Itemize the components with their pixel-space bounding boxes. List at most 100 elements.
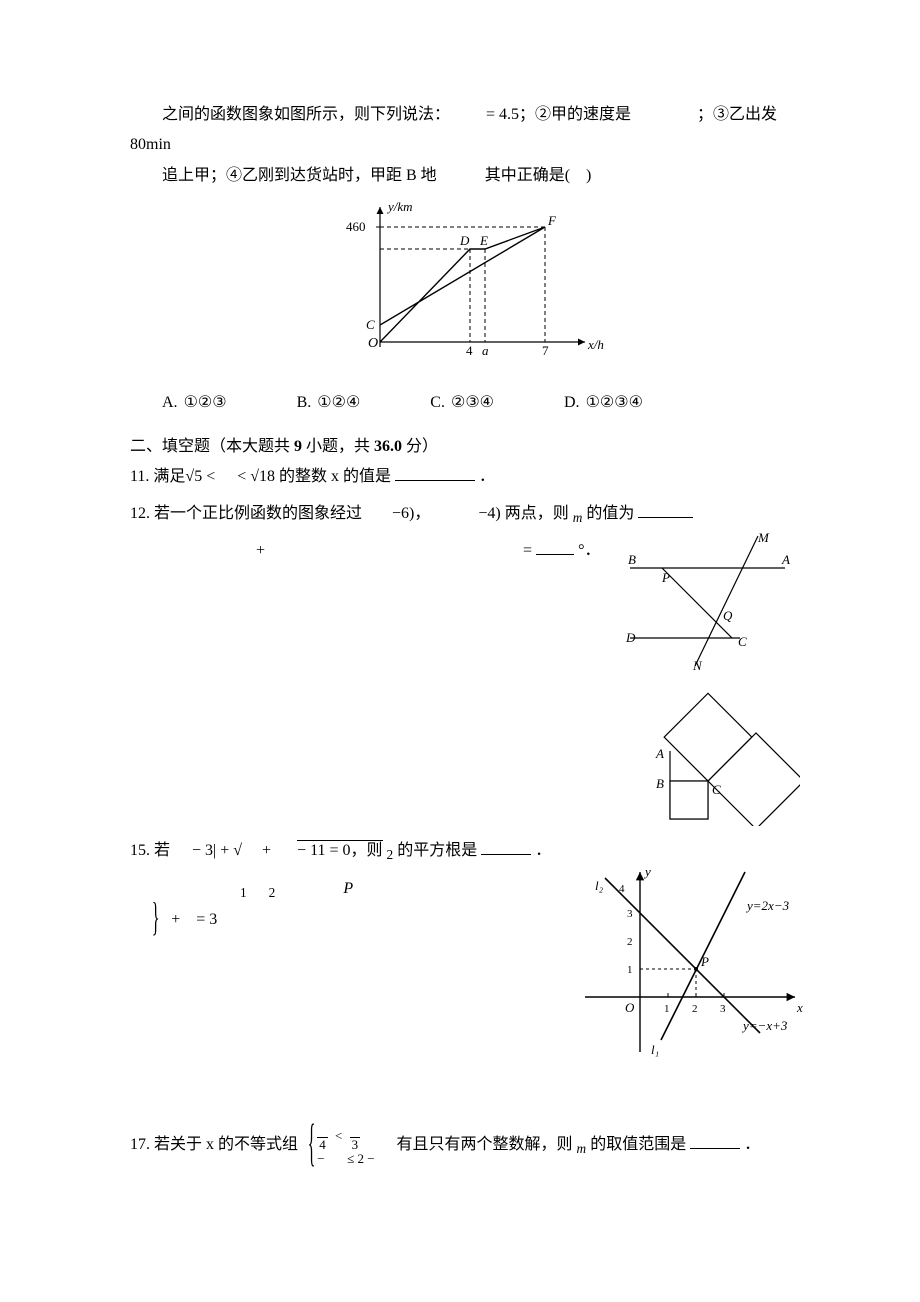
q14: A B C — [130, 686, 790, 836]
blank[interactable] — [536, 538, 574, 555]
q10-text: 其中正确是( ) — [485, 167, 592, 184]
q15-text: + — [262, 842, 271, 859]
chart-label-D: D — [459, 233, 470, 248]
q11-text: 11. 满足√5 < — [130, 468, 215, 485]
blank[interactable] — [638, 501, 693, 518]
tick: 1 — [627, 964, 633, 976]
sub-m: m — [573, 510, 583, 525]
section-2-header: 二、填空题（本大题共 9 小题，共 36.0 分） — [130, 432, 790, 462]
dot: ． — [535, 842, 551, 859]
choice-text: ①②④ — [317, 388, 360, 418]
choice-text: ①②③ — [184, 388, 227, 418]
tick: 3 — [627, 908, 633, 920]
fig-label: M — [757, 530, 770, 545]
sub: 1 — [240, 885, 247, 900]
q10-chart-svg: O y/km x/h C 460 F 7 D E 4 — [310, 197, 610, 372]
q17: 17. 若关于 x 的不等式组 { 4 < 3 − ≤ 2 − 有且只有两个整数… — [130, 1124, 790, 1167]
sub-2: 2 — [387, 847, 394, 862]
q15-text: − 11 = 0，则 — [297, 840, 382, 859]
choice-text: ①②③④ — [586, 388, 643, 418]
choice-B[interactable]: B. ①②④ — [297, 388, 361, 418]
sub: 2 — [269, 885, 276, 900]
frac-d: 4 — [317, 1138, 328, 1151]
fig-label: A — [655, 746, 664, 761]
choice-A[interactable]: A. ①②③ — [162, 388, 227, 418]
choice-C[interactable]: C. ②③④ — [430, 388, 494, 418]
q13-text: + — [256, 542, 265, 559]
q10-text: = 4.5；②甲的速度是 — [486, 106, 631, 123]
fig-label: y=2x−3 — [745, 898, 790, 913]
q10-line1: 之间的函数图象如图所示，则下列说法： = 4.5；②甲的速度是 ；③乙出发 80… — [130, 100, 790, 161]
chart-label-E: E — [479, 233, 488, 248]
fig-label: O — [625, 1000, 635, 1015]
q10-chart: O y/km x/h C 460 F 7 D E 4 — [130, 197, 790, 383]
q17-text: − — [317, 1151, 324, 1166]
chart-label-a: a — [482, 343, 489, 358]
sec-text: 分） — [406, 438, 438, 455]
lt: < — [335, 1128, 342, 1143]
tick: 2 — [692, 1003, 698, 1015]
fig-label: B — [628, 552, 636, 567]
fig-label: Q — [723, 608, 733, 623]
q13-text: = — [523, 542, 532, 559]
frac-d: 3 — [350, 1138, 361, 1151]
tick: 1 — [664, 1003, 670, 1015]
fig-label: N — [692, 658, 703, 673]
chart-label-4: 4 — [466, 343, 473, 358]
q10-text: 追上甲；④乙刚到达货站时，甲距 B 地 — [162, 167, 437, 184]
q12-text: 的值为 — [586, 505, 634, 522]
choice-letter: C. — [430, 388, 445, 418]
blank[interactable] — [690, 1132, 740, 1149]
q12-text: 12. 若一个正比例函数的图象经过 — [130, 505, 362, 522]
fig-label: x — [796, 1000, 803, 1015]
sec-num: 36.0 — [374, 438, 402, 455]
fig-label: A — [781, 552, 790, 567]
q10-text: 之间的函数图象如图所示，则下列说法： — [162, 106, 450, 123]
dot: ． — [744, 1136, 760, 1153]
q16-eq: + = 3 — [171, 911, 217, 928]
sec-num: 9 — [294, 438, 302, 455]
fig-label: B — [656, 776, 664, 791]
tick: 3 — [720, 1003, 726, 1015]
q12-text: −6)， — [392, 505, 430, 522]
q13-svg: M B A P Q D C N — [610, 528, 800, 678]
fig-label: P — [661, 570, 670, 585]
choice-letter: B. — [297, 388, 312, 418]
fig-label: y=−x+3 — [741, 1018, 788, 1033]
chart-label-ylabel: y/km — [386, 199, 413, 214]
q13-figure: M B A P Q D C N — [610, 528, 800, 689]
fig-label: y — [643, 864, 651, 879]
fig-label: D — [625, 630, 636, 645]
fig-label: l₁ — [651, 1042, 659, 1057]
choice-text: ②③④ — [451, 388, 494, 418]
q13: + = °． M B A P Q D C N — [130, 536, 790, 686]
q17-text: 有且只有两个整数解，则 — [397, 1136, 573, 1153]
q12-text: −4) 两点，则 — [478, 505, 568, 522]
sec-text: 小题，共 — [306, 438, 374, 455]
q15-text: 15. 若 — [130, 842, 170, 859]
q15-text: 的平方根是 — [397, 842, 477, 859]
chart-label-460: 460 — [346, 219, 366, 234]
q13-text: °． — [578, 542, 600, 559]
choice-letter: D. — [564, 388, 580, 418]
tick: 2 — [627, 936, 633, 948]
q16: 1 2 P } + = 3 O x y — [130, 874, 790, 1084]
choice-D[interactable]: D. ①②③④ — [564, 388, 643, 418]
blank[interactable] — [395, 464, 475, 481]
sub-m: m — [577, 1141, 587, 1156]
q14-figure: A B C — [630, 686, 800, 837]
choice-letter: A. — [162, 388, 178, 418]
q11: 11. 满足√5 < < √18 的整数 x 的值是 ． — [130, 462, 790, 492]
sec-text: 二、填空题（本大题共 — [130, 438, 290, 455]
q16-svg: O x y 1 2 3 2 3 4 1 — [565, 862, 810, 1062]
chart-label-7: 7 — [542, 343, 549, 358]
q16-figure: O x y 1 2 3 2 3 4 1 — [565, 862, 810, 1073]
chart-label-O: O — [368, 336, 378, 351]
q10: 之间的函数图象如图所示，则下列说法： = 4.5；②甲的速度是 ；③乙出发 80… — [130, 100, 790, 418]
q11-text: < √18 的整数 x 的值是 — [237, 468, 391, 485]
blank[interactable] — [481, 838, 531, 855]
q12: 12. 若一个正比例函数的图象经过 −6)， −4) 两点，则 m 的值为 — [130, 499, 790, 531]
fig-label: P — [700, 954, 709, 969]
q17-text: 17. 若关于 x 的不等式组 — [130, 1136, 298, 1153]
p-label: P — [343, 880, 353, 897]
